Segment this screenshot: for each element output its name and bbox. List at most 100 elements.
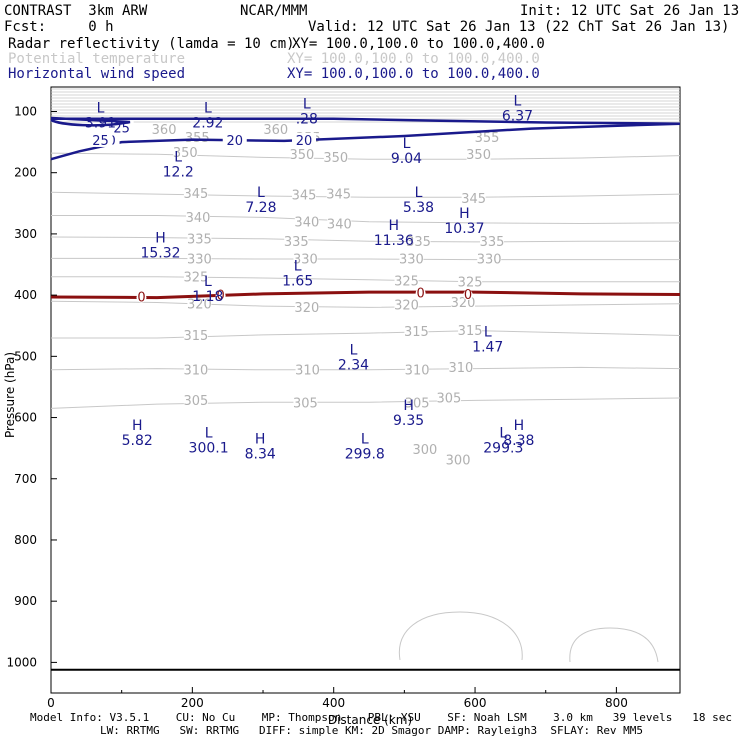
theta-annotation: 355 — [475, 131, 500, 146]
extremum-l-marker: L — [204, 101, 212, 117]
theta-annotation: 300 — [412, 443, 437, 458]
wind-label-bg — [88, 132, 113, 147]
theta-label: 350 — [466, 148, 491, 163]
theta-label-bg — [394, 273, 419, 288]
freezing-level-layer: 0 0 0 0 — [50, 286, 681, 306]
theta-label: 310 — [448, 361, 473, 376]
extremum-value: 11.36 — [374, 233, 414, 249]
x-tick-label: 200 — [181, 696, 204, 710]
theta-label-bg — [186, 209, 211, 224]
y-tick-label: 200 — [14, 166, 37, 180]
extremum-h-marker: H — [132, 418, 143, 434]
theta-label-bg — [295, 362, 320, 377]
extremum-l-marker: L — [303, 96, 311, 112]
theta-annotation: 355 — [185, 131, 210, 146]
theta-label-bg — [448, 359, 473, 374]
extremum-h-marker: H — [514, 418, 525, 434]
y-tick-label: 900 — [14, 594, 37, 608]
extremum-value: 10.37 — [444, 221, 484, 237]
footer-model-info: Model Info: V3.5.1 CU: No Cu MP: Thompso… — [30, 711, 732, 724]
theta-label: 320 — [294, 301, 319, 316]
extremum-value: 1.65 — [282, 274, 313, 290]
theta-label: 350 — [173, 146, 198, 161]
theta-label-bg — [461, 191, 486, 206]
theta-label: 315 — [183, 329, 208, 344]
theta-label-bg — [436, 390, 461, 405]
theta-label: 310 — [183, 363, 208, 378]
field-radar-xy: XY= 100.0,100.0 to 100.0,400.0 — [292, 36, 545, 52]
field-theta-xy: XY= 100.0,100.0 to 100.0,400.0 — [287, 51, 540, 67]
theta-label: 305 — [183, 394, 208, 409]
extremum-value: 9.04 — [391, 151, 422, 167]
y-tick-label: 1000 — [6, 655, 37, 669]
theta-label-bg — [187, 296, 212, 311]
extremum-value: 1.18 — [192, 289, 223, 305]
extremum-l-marker: L — [97, 101, 105, 117]
theta-label: 345 — [292, 188, 317, 203]
extremum-l-marker: L — [514, 93, 522, 109]
extremum-l-marker: L — [361, 431, 369, 447]
extremum-value: 299.8 — [345, 446, 385, 462]
freezing-label-bg — [415, 288, 426, 299]
theta-label: 315 — [458, 324, 483, 339]
theta-label: 305 — [293, 396, 318, 411]
theta-cell-right — [569, 627, 659, 663]
wind-label-bg — [222, 132, 247, 147]
theta-label-bg — [323, 150, 348, 165]
extremum-value: 7.28 — [245, 200, 276, 216]
freezing-label: 0 — [464, 288, 472, 303]
theta-label-bg — [399, 251, 424, 266]
theta-layer: 350 350 350 350 345 345 345 345 340 340 340 335 335 3… — [50, 88, 681, 663]
theta-label: 335 — [284, 235, 309, 250]
extremum-value: 9.35 — [393, 413, 424, 429]
extremum-l-marker: L — [403, 136, 411, 152]
freezing-label: 0 — [216, 289, 224, 304]
theta-label-bg — [292, 187, 317, 202]
field-theta: Potential temperature — [8, 51, 186, 67]
theta-label: 325 — [183, 270, 208, 285]
theta-contour-305 — [50, 397, 681, 409]
extremum-value: 8.34 — [245, 446, 276, 462]
model-title: CONTRAST 3km ARW — [4, 3, 148, 19]
extremum-l-marker: L — [257, 185, 265, 201]
wind-layer: 2520202025 — [50, 116, 681, 161]
theta-label: 305 — [436, 392, 461, 407]
theta-label-bg — [183, 269, 208, 284]
theta-label: 330 — [399, 253, 424, 268]
extremum-value: 8.38 — [503, 433, 534, 449]
theta-label: 320 — [394, 299, 419, 314]
theta-contour-345 — [50, 191, 681, 198]
theta-label-bg — [480, 233, 505, 248]
theta-label: 350 — [323, 151, 348, 166]
theta-contour-330 — [51, 257, 680, 261]
extremum-value: 15.32 — [140, 245, 180, 261]
extremum-value: 299.3 — [483, 441, 523, 457]
theta-contour-325 — [51, 276, 680, 283]
theta-label: 310 — [405, 363, 430, 378]
theta-label-bg — [405, 395, 430, 410]
x-tick-label: 400 — [322, 696, 345, 710]
theta-label: 310 — [295, 363, 320, 378]
theta-label-bg — [466, 146, 491, 161]
theta-label: 350 — [289, 148, 314, 163]
extremum-value: 5.82 — [122, 433, 153, 449]
y-tick-label: 300 — [14, 227, 37, 241]
theta-label: 325 — [394, 275, 419, 290]
wind-jet-core — [50, 116, 131, 127]
theta-annotation: 360 — [152, 123, 177, 138]
theta-label-bg — [183, 362, 208, 377]
theta-label: 340 — [186, 211, 211, 226]
y-tick-label: 400 — [14, 288, 37, 302]
y-tick-label: 700 — [14, 472, 37, 486]
extremum-value: .28 — [296, 111, 318, 127]
theta-label-bg — [183, 328, 208, 343]
valid-time: Valid: 12 UTC Sat 26 Jan 13 (22 ChT Sat … — [308, 19, 730, 35]
y-tick-label: 100 — [14, 104, 37, 118]
extremum-value: 2.34 — [338, 357, 369, 373]
y-axis-label: Pressure (hPa) — [3, 352, 17, 438]
wind-label: 20 — [296, 134, 313, 149]
extremum-h-marker: H — [389, 218, 400, 234]
